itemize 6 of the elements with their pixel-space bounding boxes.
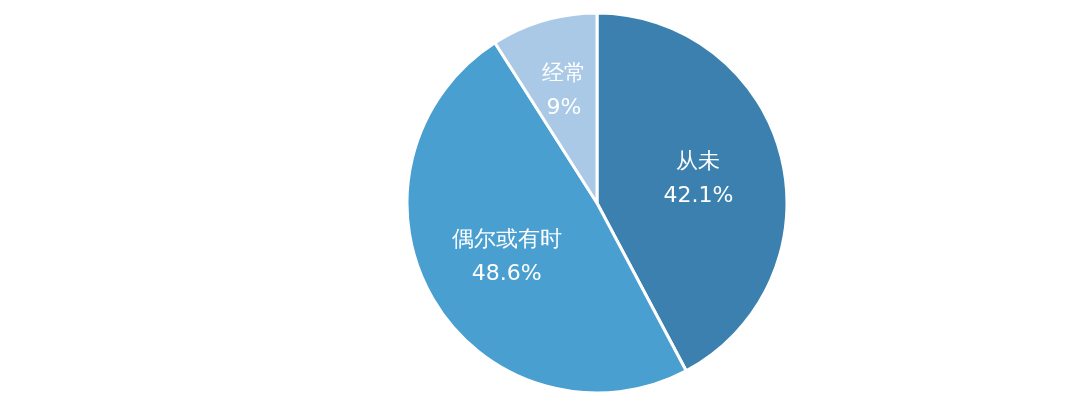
- slice-label: 从未: [676, 148, 721, 174]
- data-label: 48.6%: [471, 260, 542, 286]
- slice-label: 经常: [542, 60, 587, 86]
- data-label: 9%: [546, 94, 582, 120]
- slice-label: 偶尔或有时: [451, 226, 562, 252]
- data-label: 42.1%: [663, 182, 734, 208]
